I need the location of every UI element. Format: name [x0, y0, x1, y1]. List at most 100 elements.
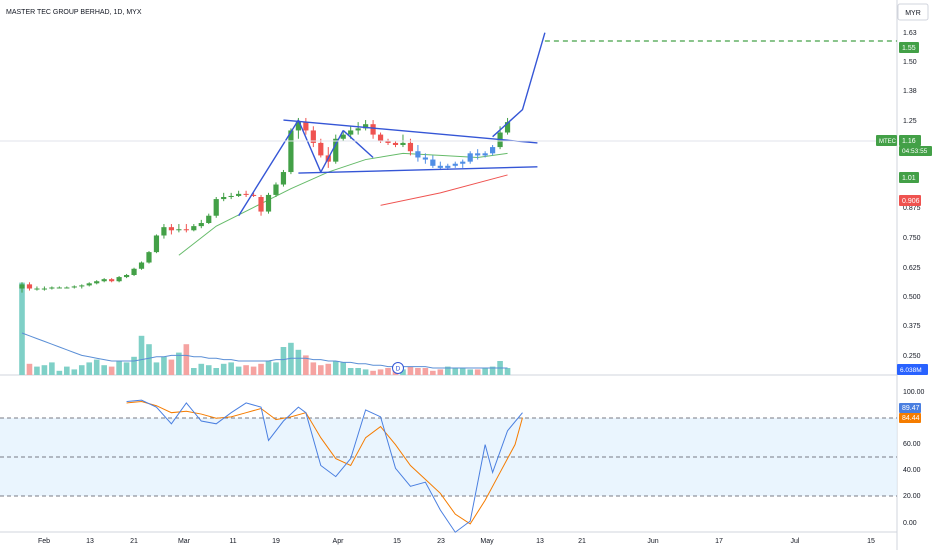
- candle-body[interactable]: [138, 262, 145, 269]
- candle-body[interactable]: [490, 147, 496, 154]
- candle-body[interactable]: [191, 226, 197, 231]
- candle-body[interactable]: [258, 197, 264, 212]
- candle-body[interactable]: [146, 252, 152, 263]
- time-axis-labels[interactable]: Feb 13 21 Mar 11 19 Apr 15 23 May 13 21 Jun 17 Jul 15: [38, 538, 875, 545]
- price-tick-label: 1.38: [903, 88, 917, 95]
- candle-body[interactable]: [34, 288, 40, 290]
- volume-bar: [41, 365, 48, 375]
- dividend-marker-label: D: [396, 366, 401, 373]
- candle-body[interactable]: [101, 279, 107, 282]
- candle-body[interactable]: [437, 165, 443, 168]
- volume-badge-bg: [897, 364, 928, 375]
- candle-body[interactable]: [206, 215, 212, 223]
- candle-body[interactable]: [273, 184, 279, 195]
- candle-body[interactable]: [183, 229, 189, 231]
- candle-body[interactable]: [41, 288, 48, 290]
- volume-bar: [459, 368, 466, 375]
- time-axis-label: Jun: [647, 538, 658, 545]
- candle-body[interactable]: [280, 172, 287, 185]
- candle-body[interactable]: [79, 285, 85, 287]
- volume-marker-group[interactable]: D: [392, 362, 404, 374]
- candle-body[interactable]: [64, 287, 70, 289]
- candle-body[interactable]: [407, 142, 414, 152]
- ma-green-badge: 1.01: [902, 175, 916, 182]
- candle-body[interactable]: [460, 161, 466, 164]
- candle-body[interactable]: [213, 199, 219, 216]
- candle-body[interactable]: [243, 193, 249, 195]
- candle-body[interactable]: [415, 151, 421, 158]
- candle-body[interactable]: [452, 163, 458, 166]
- trendlines[interactable]: [238, 32, 546, 217]
- trendline-zig-3[interactable]: [342, 129, 374, 158]
- candles[interactable]: [19, 117, 511, 293]
- candle-body[interactable]: [363, 124, 369, 129]
- last-price-badge-bg: [899, 135, 921, 146]
- candle-body[interactable]: [348, 130, 354, 135]
- candle-body[interactable]: [123, 275, 130, 278]
- candle-body[interactable]: [109, 279, 115, 282]
- candle-body[interactable]: [153, 235, 160, 253]
- candle-body[interactable]: [116, 277, 122, 282]
- candle-body[interactable]: [221, 197, 227, 200]
- candle-body[interactable]: [445, 165, 451, 168]
- volume-bar: [437, 369, 444, 375]
- trendline-upper-wedge[interactable]: [283, 119, 538, 144]
- candle-body[interactable]: [94, 281, 100, 284]
- candle-body[interactable]: [482, 153, 488, 156]
- candle-body[interactable]: [370, 124, 376, 135]
- candle-body[interactable]: [333, 138, 339, 162]
- candle-body[interactable]: [340, 134, 346, 139]
- candle-body[interactable]: [303, 122, 309, 131]
- candle-body[interactable]: [467, 153, 473, 162]
- volume-bar: [86, 362, 93, 375]
- volume-bar: [280, 347, 287, 375]
- candle-body[interactable]: [86, 283, 92, 286]
- candle-body[interactable]: [265, 194, 272, 212]
- candle-body[interactable]: [236, 193, 242, 196]
- stoch-tick-label: 100.00: [903, 389, 925, 396]
- volume-bars: [19, 282, 511, 375]
- candle-body[interactable]: [385, 140, 391, 143]
- candle-body[interactable]: [318, 142, 324, 156]
- trendline-zig-1[interactable]: [297, 119, 322, 173]
- candle-body[interactable]: [131, 268, 137, 275]
- candle-body[interactable]: [504, 122, 511, 133]
- candle-body[interactable]: [377, 134, 384, 141]
- candle-body[interactable]: [310, 130, 316, 143]
- volume-bar: [243, 365, 249, 375]
- volume-bar: [198, 363, 205, 375]
- candle-body[interactable]: [250, 194, 257, 196]
- volume-bar: [310, 362, 317, 375]
- volume-ma-line: [21, 332, 508, 369]
- volume-bar: [108, 366, 115, 375]
- volume-bar: [340, 362, 347, 375]
- candle-body[interactable]: [49, 287, 55, 289]
- candle-body[interactable]: [176, 229, 182, 231]
- trendline-zig-2[interactable]: [320, 130, 344, 173]
- trendline-rise-to-peak[interactable]: [238, 119, 299, 217]
- candle-body[interactable]: [71, 286, 77, 288]
- candle-body[interactable]: [355, 128, 361, 131]
- candle-body[interactable]: [168, 227, 174, 231]
- candle-body[interactable]: [475, 153, 481, 156]
- volume-bar: [377, 369, 384, 375]
- candle-body[interactable]: [288, 130, 294, 173]
- candle-body[interactable]: [430, 159, 436, 166]
- price-tick-label: 1.25: [903, 118, 917, 125]
- volume-bar: [116, 361, 122, 375]
- trendline-lower-wedge[interactable]: [298, 166, 538, 174]
- candle-body[interactable]: [392, 142, 399, 145]
- candle-body[interactable]: [400, 142, 406, 145]
- candle-body[interactable]: [198, 223, 204, 227]
- candle-body[interactable]: [19, 284, 25, 289]
- candle-body[interactable]: [295, 122, 301, 131]
- trendline-breakout[interactable]: [492, 32, 546, 138]
- candle-body[interactable]: [26, 284, 33, 289]
- candle-body[interactable]: [161, 227, 167, 236]
- dividend-marker[interactable]: [392, 362, 404, 374]
- candle-body[interactable]: [56, 287, 62, 289]
- candle-body[interactable]: [228, 195, 234, 197]
- candle-body[interactable]: [422, 157, 428, 160]
- currency-button[interactable]: [897, 3, 929, 21]
